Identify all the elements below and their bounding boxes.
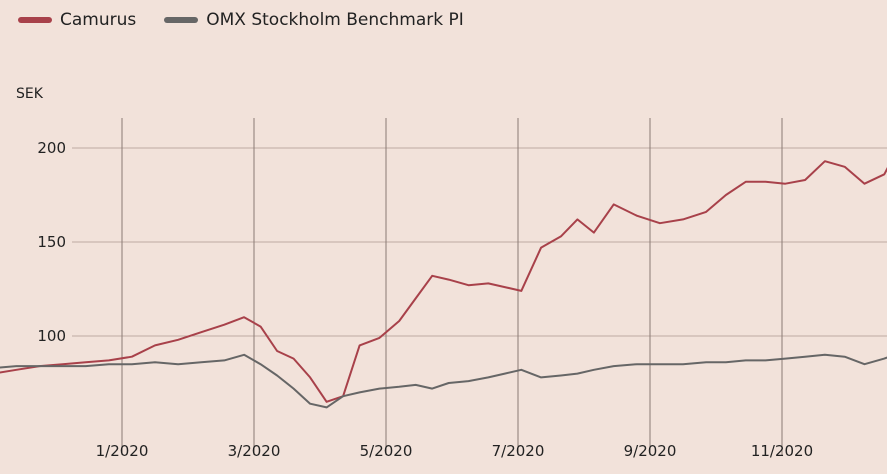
y-tick-label-200: 200 [37, 139, 66, 157]
legend-item-camurus[interactable]: Camurus [18, 10, 136, 30]
x-tick-label-1: 3/2020 [228, 442, 281, 460]
x-tick-label-4: 9/2020 [624, 442, 677, 460]
legend-label-omx: OMX Stockholm Benchmark PI [206, 10, 464, 30]
legend: Camurus OMX Stockholm Benchmark PI [18, 10, 464, 30]
y-tick-label-150: 150 [37, 233, 66, 251]
legend-item-omx[interactable]: OMX Stockholm Benchmark PI [164, 10, 464, 30]
y-tick-label-100: 100 [37, 327, 66, 345]
legend-swatch-camurus [18, 17, 52, 23]
legend-swatch-omx [164, 17, 199, 23]
x-tick-label-2: 5/2020 [360, 442, 413, 460]
x-tick-label-5: 11/2020 [751, 442, 813, 460]
x-tick-label-0: 1/2020 [96, 442, 149, 460]
series-line-camurus [0, 160, 887, 403]
x-tick-label-3: 7/2020 [492, 442, 545, 460]
legend-label-camurus: Camurus [60, 10, 137, 30]
series-line-omx [0, 353, 887, 409]
y-axis-unit-label: SEK [16, 86, 43, 102]
